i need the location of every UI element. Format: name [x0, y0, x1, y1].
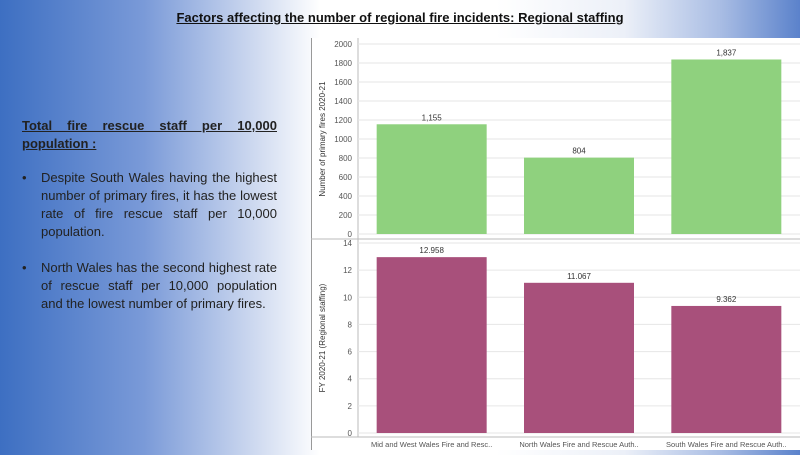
y-tick-label: 200 — [339, 211, 353, 220]
x-tick-label: South Wales Fire and Rescue Auth.. — [666, 440, 787, 449]
bar — [671, 59, 782, 234]
bar-charts: 0 200 400 600 800 1000 1200 1400 1600 1800 2000 Num… — [311, 38, 800, 450]
bullet-item: • North Wales has the second highest rat… — [22, 259, 277, 313]
y-tick-label: 0 — [348, 429, 353, 438]
y-axis-label: Number of primary fires 2020-21 — [318, 81, 327, 197]
y-tick-label: 2 — [348, 402, 353, 411]
bullet-text: North Wales has the second highest rate … — [41, 260, 277, 311]
text-panel: Total fire rescue staff per 10,000 popul… — [22, 117, 277, 331]
bullet-icon: • — [22, 260, 27, 275]
data-label: 1,155 — [422, 113, 443, 122]
y-tick-label: 12 — [343, 266, 352, 275]
bullet-text: Despite South Wales having the highest n… — [41, 170, 277, 239]
y-tick-label: 1200 — [334, 116, 352, 125]
y-tick-label: 10 — [343, 293, 352, 302]
x-tick-label: North Wales Fire and Rescue Auth.. — [519, 440, 638, 449]
section-subheading: Total fire rescue staff per 10,000 popul… — [22, 118, 277, 151]
y-tick-label: 4 — [348, 375, 353, 384]
y-tick-label: 1800 — [334, 59, 352, 68]
data-label: 11.067 — [567, 272, 591, 281]
y-tick-label: 6 — [348, 348, 353, 357]
y-tick-label: 0 — [348, 230, 353, 239]
bar — [671, 305, 782, 433]
bar — [524, 157, 634, 234]
y-tick-label: 14 — [343, 239, 352, 248]
y-axis-label: FY 2020-21 (Regional staffing) — [318, 283, 327, 392]
data-label: 12.958 — [419, 246, 444, 255]
y-tick-label: 400 — [339, 192, 353, 201]
data-label: 1,837 — [716, 48, 737, 57]
bullet-item: • Despite South Wales having the highest… — [22, 169, 277, 241]
y-tick-label: 8 — [348, 320, 353, 329]
bar — [524, 282, 634, 433]
x-tick-label: Mid and West Wales Fire and Resc.. — [371, 440, 492, 449]
y-tick-label: 800 — [339, 154, 353, 163]
chart-container: 0 200 400 600 800 1000 1200 1400 1600 1800 2000 Num… — [311, 38, 800, 450]
y-tick-label: 1000 — [334, 135, 352, 144]
y-tick-label: 1400 — [334, 97, 352, 106]
y-tick-label: 600 — [339, 173, 353, 182]
slide-title: Factors affecting the number of regional… — [176, 10, 624, 25]
y-tick-label: 1600 — [334, 78, 352, 87]
data-label: 804 — [572, 147, 586, 156]
y-tick-label: 2000 — [334, 40, 352, 49]
bullet-icon: • — [22, 170, 27, 185]
bar — [376, 124, 487, 234]
bar — [376, 257, 487, 433]
data-label: 9.362 — [716, 295, 737, 304]
